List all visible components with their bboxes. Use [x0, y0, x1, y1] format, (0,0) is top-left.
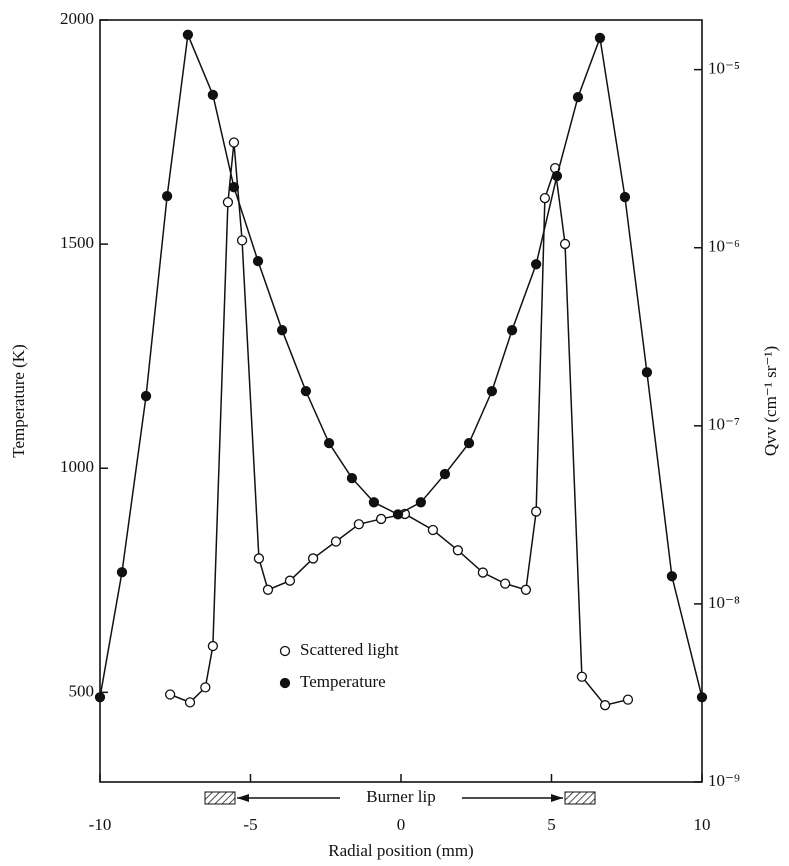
data-point	[263, 585, 272, 594]
y2-axis-label: Qvv (cm⁻¹ sr⁻¹)	[761, 346, 780, 456]
arrow-head	[551, 794, 563, 802]
data-point	[377, 514, 386, 523]
data-point	[393, 510, 402, 519]
data-point	[416, 498, 425, 507]
data-point	[620, 193, 629, 202]
y2-tick-label: 10⁻⁶	[708, 237, 740, 256]
data-point	[508, 326, 517, 335]
data-point	[532, 507, 541, 516]
data-point	[595, 33, 604, 42]
data-point	[521, 585, 530, 594]
y-tick-label: 1500	[60, 233, 94, 252]
annotation: Burner lip	[366, 787, 435, 806]
y-tick-label: 2000	[60, 9, 94, 28]
legend-label: Scattered light	[300, 640, 399, 659]
data-point	[285, 576, 294, 585]
data-point	[96, 693, 105, 702]
data-point	[166, 690, 175, 699]
x-tick-label: 5	[547, 815, 556, 834]
burner-lip-right	[565, 792, 595, 804]
arrow-head	[237, 794, 249, 802]
x-axis-label: Radial position (mm)	[328, 841, 473, 860]
data-point	[623, 695, 632, 704]
data-point	[254, 257, 263, 266]
data-point	[117, 568, 126, 577]
data-point	[229, 183, 238, 192]
data-point	[347, 474, 356, 483]
data-point	[183, 30, 192, 39]
data-point	[465, 439, 474, 448]
data-point	[532, 260, 541, 269]
data-point	[208, 642, 217, 651]
data-point	[478, 568, 487, 577]
data-point	[301, 387, 310, 396]
data-point	[573, 93, 582, 102]
y-axis-label: Temperature (K)	[9, 344, 28, 458]
data-point	[229, 138, 238, 147]
data-point	[601, 701, 610, 710]
data-point	[642, 368, 651, 377]
data-point	[440, 470, 449, 479]
data-point	[223, 198, 232, 207]
data-point	[208, 90, 217, 99]
data-point	[354, 520, 363, 529]
data-point	[254, 554, 263, 563]
legend-marker	[281, 679, 290, 688]
data-point	[185, 698, 194, 707]
data-point	[428, 526, 437, 535]
x-tick-label: -5	[243, 815, 257, 834]
chart: Burner lip Radial position (mm) Temperat…	[0, 0, 789, 866]
data-point	[453, 546, 462, 555]
data-point	[501, 579, 510, 588]
data-point	[552, 171, 561, 180]
y2-tick-label: 10⁻⁵	[708, 59, 740, 78]
burner-lip-left	[205, 792, 235, 804]
data-point	[238, 236, 247, 245]
x-tick-label: 0	[397, 815, 406, 834]
data-point	[142, 392, 151, 401]
data-point	[487, 387, 496, 396]
x-tick-label: 10	[694, 815, 711, 834]
data-point	[667, 572, 676, 581]
data-point	[278, 326, 287, 335]
x-tick-label: -10	[89, 815, 112, 834]
series-line	[170, 142, 628, 705]
y-tick-label: 500	[69, 681, 95, 700]
data-point	[698, 693, 707, 702]
data-point	[309, 554, 318, 563]
data-point	[331, 537, 340, 546]
y-tick-label: 1000	[60, 457, 94, 476]
plot-frame	[100, 20, 702, 782]
series-line	[100, 35, 702, 697]
data-point	[325, 439, 334, 448]
data-point	[201, 683, 210, 692]
y2-tick-label: 10⁻⁷	[708, 415, 740, 434]
legend-marker	[281, 647, 290, 656]
data-point	[561, 239, 570, 248]
page: {"chart_data": {"type": "line", "x_label…	[0, 0, 789, 866]
legend-label: Temperature	[300, 672, 386, 691]
data-point	[369, 498, 378, 507]
data-point	[540, 194, 549, 203]
y2-tick-label: 10⁻⁸	[708, 593, 740, 612]
data-point	[577, 672, 586, 681]
y2-tick-label: 10⁻⁹	[708, 771, 740, 790]
data-point	[163, 192, 172, 201]
